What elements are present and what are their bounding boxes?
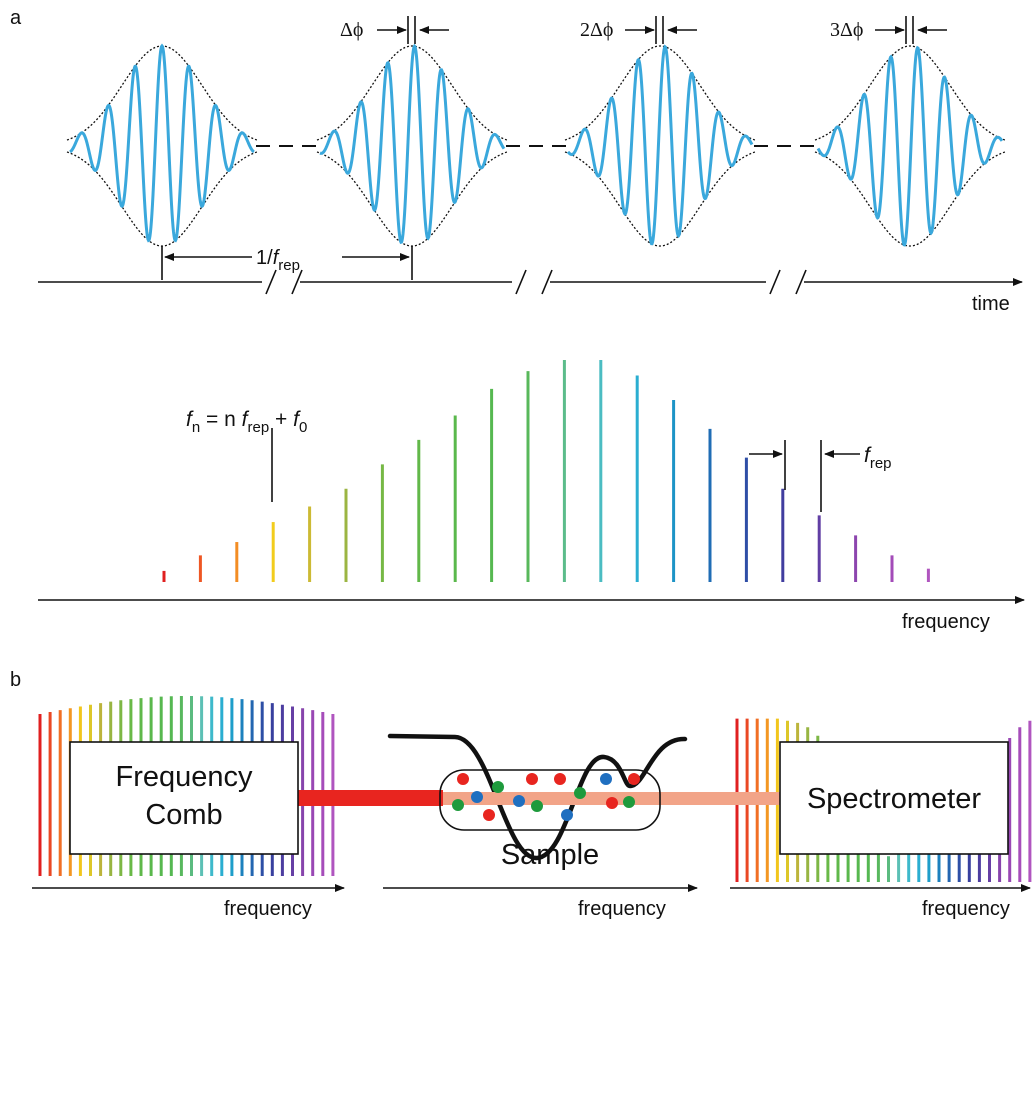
optical-pulse-1 — [66, 43, 258, 247]
pulse-train — [66, 43, 1006, 247]
spectrometer-label: Spectrometer — [807, 783, 981, 815]
period-label: 1/frep — [256, 247, 300, 274]
molecule-dot — [471, 791, 483, 803]
rep-spacing-marker: frep — [749, 440, 892, 512]
molecule-dot — [457, 773, 469, 785]
carrier-wave — [816, 45, 1004, 247]
carrier-wave — [69, 43, 255, 243]
molecule-dot — [452, 799, 464, 811]
panel-a-label: a — [10, 7, 22, 29]
absorption-axis-label: frequency — [578, 898, 666, 920]
sample-molecules — [452, 773, 640, 821]
frequency-comb-label-line2: Comb — [145, 799, 222, 831]
laser-beam — [298, 790, 443, 806]
panel-b-label: b — [10, 669, 21, 691]
time-axis — [38, 269, 1023, 295]
optical-pulse-2 — [316, 43, 508, 247]
sample-cell — [439, 769, 661, 831]
envelope-lower — [564, 151, 756, 247]
phase-label-3: 3Δϕ — [830, 19, 863, 41]
frep-label: frep — [864, 444, 892, 472]
envelope-lower — [814, 151, 1006, 247]
phase-marker-1: Δϕ — [340, 16, 449, 44]
molecule-dot — [526, 773, 538, 785]
envelope-upper — [316, 45, 508, 141]
molecule-dot — [600, 773, 612, 785]
sample-label: Sample — [501, 839, 599, 871]
frequency-comb-spectrum — [162, 360, 930, 582]
phase-label-2: 2Δϕ — [580, 19, 613, 41]
frequency-axis-label: frequency — [902, 611, 990, 633]
comb-equation: fn = n frep + f0 — [186, 408, 307, 436]
frequency-comb-box — [69, 741, 299, 855]
spectrometer-box — [779, 741, 1009, 855]
envelope-upper — [564, 45, 756, 141]
molecule-dot — [492, 781, 504, 793]
input-spectrum-axis-label: frequency — [224, 898, 312, 920]
molecule-dot — [483, 809, 495, 821]
frequency-comb-label-line1: Frequency — [115, 761, 253, 793]
molecule-dot — [554, 773, 566, 785]
carrier-wave — [319, 43, 506, 245]
repetition-period: 1/frep — [161, 246, 413, 280]
time-axis-label: time — [972, 293, 1010, 315]
phase-marker-3: 3Δϕ — [830, 16, 947, 44]
optical-pulse-3 — [564, 44, 756, 247]
molecule-dot — [623, 796, 635, 808]
molecule-dot — [561, 809, 573, 821]
phase-marker-2: 2Δϕ — [580, 16, 697, 44]
optical-pulse-4 — [814, 45, 1006, 247]
envelope-upper — [66, 45, 258, 141]
envelope-lower — [66, 151, 258, 247]
carrier-wave — [566, 44, 754, 246]
molecule-dot — [531, 800, 543, 812]
envelope-upper — [814, 45, 1006, 141]
molecule-dot — [574, 787, 586, 799]
phase-label-1: Δϕ — [340, 19, 363, 41]
molecule-dot — [628, 773, 640, 785]
transmitted-axis-label: frequency — [922, 898, 1010, 920]
molecule-dot — [513, 795, 525, 807]
molecule-dot — [606, 797, 618, 809]
